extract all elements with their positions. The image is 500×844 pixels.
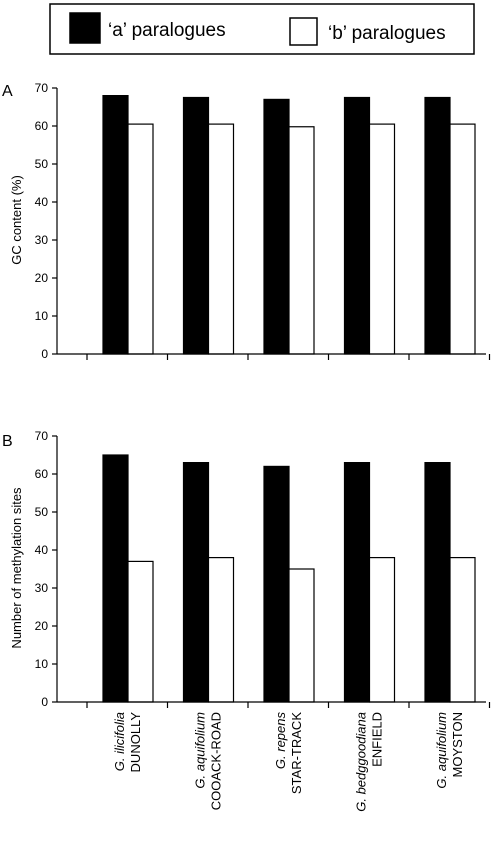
legend-frame [49,3,475,55]
panel-a-plot: 0 10 20 30 40 50 60 70 [35,81,491,361]
bar-b-3 [288,126,315,355]
category-species: G. bedggoodiana [354,712,369,812]
bar-b-1 [127,123,154,355]
y-tick-label: 70 [35,81,49,95]
bar-a-4 [343,462,371,703]
legend: ‘a’ paralogues ‘b’ paralogues [49,3,475,55]
legend-label-a: ‘a’ paralogues [108,20,226,41]
y-tick-label: 40 [35,195,49,209]
category-label-1: G. ilicifolia [112,712,127,771]
bar-a-3 [263,465,290,703]
bar-b-5 [449,123,476,355]
category-species: G. aquifolium [193,712,208,789]
y-tick-label: 50 [35,505,49,519]
category-label-2: G. aquifolium [193,712,208,789]
panel-label-b: B [2,433,13,450]
y-tick-label: 60 [35,467,49,481]
bar-b-2 [207,123,235,355]
legend-label-b: ‘b’ paralogues [328,23,446,44]
y-tick-label: 50 [35,157,49,171]
y-tick-label: 30 [35,233,49,247]
y-tick-label: 10 [35,657,49,671]
bar-a-1 [102,94,129,355]
bar-a-5 [424,462,451,703]
bar-b-1 [127,560,154,703]
y-tick-label: 60 [35,119,49,133]
bar-b-5 [449,556,476,703]
bar-b-3 [288,568,315,703]
bar-a-2 [182,462,210,703]
category-label-4: G. bedggoodiana [354,712,369,812]
y-tick-label: 0 [41,347,48,361]
panel-label-a: A [2,83,13,100]
category-population-3: STAR-TRACK [289,712,304,794]
category-species: G. repens [273,712,288,770]
category-population-5: MOYSTON [450,712,465,778]
category-label-5: G. aquifolium [434,712,449,789]
y-tick-label: 10 [35,309,49,323]
legend-swatch-b [289,17,318,46]
category-species: G. aquifolium [434,712,449,789]
y-tick-label: 20 [35,619,49,633]
y-tick-label: 30 [35,581,49,595]
y-tick-label: 0 [41,695,48,709]
bar-a-5 [424,96,451,355]
bar-a-2 [182,96,210,355]
y-axis-title-b: Number of methylation sites [9,487,24,649]
panel-b-plot: 0 10 20 30 40 50 60 70 [35,429,491,709]
y-tick-label: 40 [35,543,49,557]
category-population-4: ENFIELD [370,712,385,767]
category-species: G. ilicifolia [112,712,127,771]
category-label-3: G. repens [273,712,288,770]
category-population-2: COOACK-ROAD [209,712,224,810]
y-tick-label: 20 [35,271,49,285]
bar-a-3 [263,98,290,355]
category-labels: G. ilicifolia DUNOLLY G. aquifolium COOACK-… [112,712,465,812]
legend-swatch-a [69,12,101,44]
bar-a-4 [343,96,371,355]
y-axis-title-a: GC content (%) [9,175,24,265]
bar-a-1 [102,454,129,703]
bar-b-2 [207,556,235,703]
category-population-1: DUNOLLY [128,712,143,773]
bar-b-4 [368,123,396,355]
y-tick-label: 70 [35,429,49,443]
bar-b-4 [368,556,396,703]
